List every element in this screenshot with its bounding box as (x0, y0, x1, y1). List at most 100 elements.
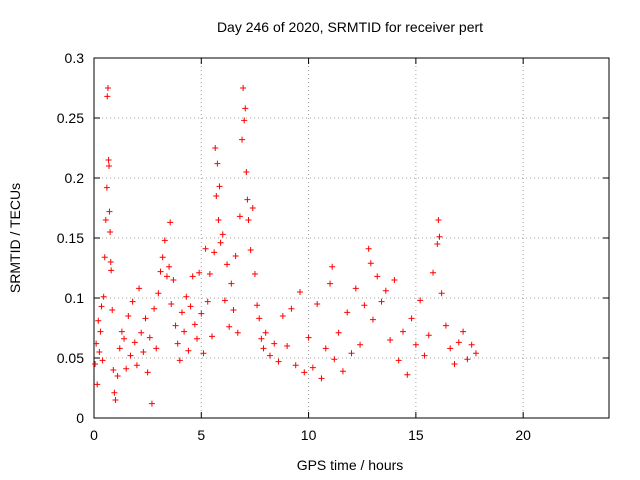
data-point (183, 293, 190, 300)
data-point (104, 93, 111, 100)
data-point (172, 322, 179, 329)
data-point (408, 315, 415, 322)
data-point (102, 217, 109, 223)
data-point (105, 157, 112, 163)
data-point (249, 205, 256, 211)
data-point (95, 317, 102, 324)
data-point (421, 352, 428, 359)
data-point (123, 365, 130, 372)
data-point (357, 341, 364, 348)
data-point (112, 397, 119, 403)
y-tick-label: 0.15 (57, 230, 84, 246)
x-tick-label: 10 (301, 427, 317, 443)
y-tick-label: 0.2 (65, 170, 85, 186)
data-point (447, 345, 454, 352)
data-point (240, 85, 247, 91)
data-point (94, 381, 101, 388)
data-point (163, 273, 170, 280)
data-point (111, 389, 118, 396)
data-point (245, 217, 252, 223)
data-point (348, 350, 355, 357)
x-axis-label: GPS time / hours (297, 457, 404, 473)
data-point (378, 298, 385, 305)
data-point (241, 117, 248, 124)
data-point (189, 273, 196, 280)
data-point (98, 303, 105, 310)
data-point (109, 307, 116, 313)
data-point (108, 267, 115, 274)
data-point (404, 371, 411, 378)
data-point (174, 340, 181, 347)
data-point (438, 290, 445, 297)
plot-frame (93, 57, 610, 419)
data-point (114, 373, 121, 379)
data-point (412, 341, 419, 348)
data-point (157, 268, 164, 275)
data-point (198, 310, 205, 317)
data-point (107, 229, 114, 235)
data-point (106, 208, 113, 215)
data-point (460, 328, 467, 335)
data-point (214, 160, 221, 167)
data-point (232, 253, 239, 259)
data-point (279, 313, 286, 319)
data-point (234, 329, 241, 336)
data-point (129, 298, 136, 305)
data-point (144, 369, 151, 376)
data-point (125, 313, 132, 319)
data-point (464, 356, 471, 363)
data-point (151, 305, 158, 312)
data-point (161, 237, 168, 244)
data-point (196, 269, 203, 276)
data-point (159, 254, 166, 261)
data-point (167, 219, 174, 226)
data-point (101, 254, 108, 261)
data-point (170, 277, 177, 283)
data-point (318, 375, 325, 382)
data-point (327, 280, 334, 287)
data-point (417, 297, 424, 304)
data-point (216, 183, 223, 190)
data-point (430, 269, 437, 276)
data-point (96, 349, 103, 355)
data-point (271, 340, 278, 347)
data-point (97, 328, 104, 335)
data-point (236, 213, 243, 220)
data-point (382, 287, 389, 294)
grid-lines (94, 58, 609, 418)
data-point (224, 261, 231, 268)
data-point (352, 285, 359, 292)
x-tick-label: 20 (515, 427, 531, 443)
data-point (262, 329, 269, 336)
data-point (434, 241, 441, 247)
data-point (365, 245, 372, 252)
data-point (133, 362, 140, 369)
data-point (92, 361, 99, 367)
data-point (194, 335, 200, 342)
axis-ticks: 0 0.05 0.1 0.15 0.2 0.25 0.3 0 5 10 15 20 (57, 50, 609, 443)
data-point (221, 297, 228, 304)
x-tick-label: 0 (90, 427, 98, 443)
data-point (148, 400, 155, 407)
data-point (305, 334, 312, 341)
data-point (442, 322, 449, 329)
y-tick-label: 0.3 (65, 50, 85, 66)
data-point (136, 285, 143, 292)
data-point (260, 345, 267, 352)
data-point (256, 315, 263, 322)
data-point (191, 321, 198, 328)
data-point (367, 260, 374, 267)
data-point (322, 345, 329, 352)
data-point (116, 345, 123, 352)
data-point (100, 293, 107, 300)
data-point (258, 335, 265, 342)
data-point (181, 328, 188, 335)
y-tick-label: 0.1 (65, 290, 85, 306)
data-point (314, 301, 321, 307)
data-point (127, 352, 134, 359)
data-point (104, 85, 111, 91)
data-point (121, 335, 128, 342)
data-point (297, 289, 303, 295)
data-point (213, 193, 220, 199)
